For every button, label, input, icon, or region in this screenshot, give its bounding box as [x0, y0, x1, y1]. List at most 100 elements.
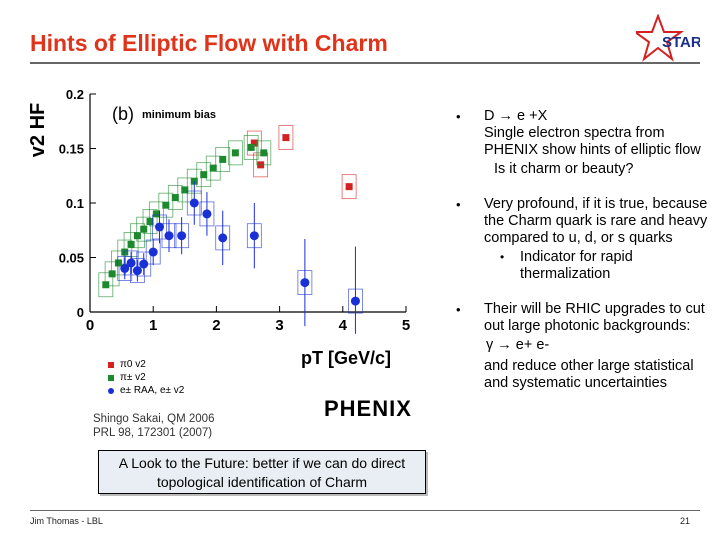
- page-number: 21: [680, 516, 691, 526]
- credit-line-2: PRL 98, 172301 (2007): [93, 427, 213, 439]
- panel-label: (b): [112, 104, 134, 124]
- data-point: [108, 270, 116, 278]
- data-point: [350, 296, 360, 306]
- phenix-logo-text: PHENIX: [324, 396, 412, 421]
- legend-item-electron: e± RAA, e± v2: [108, 384, 184, 397]
- data-point: [102, 281, 110, 289]
- data-point: [202, 209, 212, 219]
- systematic-box: [227, 140, 243, 166]
- systematic-box: [256, 140, 272, 166]
- x-tick-label: 2: [212, 317, 220, 334]
- data-point: [209, 164, 217, 172]
- bullet-1-sub: Is it charm or beauty?: [494, 161, 634, 177]
- chart-credit: Shingo Sakai, QM 2006 PRL 98, 172301 (20…: [93, 412, 214, 440]
- systematic-box: [158, 192, 174, 218]
- systematic-box: [142, 209, 158, 234]
- bullet-1-head: D → e +X: [484, 108, 548, 124]
- data-point: [164, 231, 174, 241]
- footer-rule: [30, 510, 700, 511]
- legend-marker-red-square: [108, 361, 114, 368]
- bullet-3-text: Their will be RHIC upgrades to cut out l…: [484, 301, 705, 334]
- legend-label: e± RAA, e± v2: [120, 385, 185, 396]
- x-tick-label: 1: [149, 317, 157, 334]
- data-point: [300, 278, 310, 288]
- data-point: [148, 247, 158, 257]
- systematic-box: [177, 177, 193, 203]
- data-point: [121, 248, 129, 256]
- bullet-list: • D → e +X Single electron spectra from …: [452, 108, 710, 392]
- data-point: [132, 266, 142, 276]
- data-point: [250, 139, 258, 147]
- y-tick-label: 0.1: [66, 196, 84, 211]
- systematic-box: [130, 258, 145, 283]
- systematic-box: [278, 125, 294, 150]
- y-tick-label: 0: [77, 305, 84, 320]
- legend-marker-green-square: [108, 374, 114, 381]
- data-point: [249, 231, 259, 241]
- data-point: [120, 263, 130, 273]
- star-logo: STAR: [636, 14, 700, 62]
- footer-text: Jim Thomas - LBL: [30, 516, 103, 526]
- data-point: [127, 240, 135, 248]
- x-tick-label: 3: [275, 317, 283, 334]
- data-point: [219, 155, 227, 163]
- y-tick-label: 0.15: [59, 142, 84, 157]
- data-point: [171, 194, 179, 202]
- x-axis-label: pT [GeV/c]: [301, 348, 391, 368]
- data-point: [200, 171, 208, 179]
- y-axis-label: v2 HF: [27, 103, 49, 157]
- bullet-2-text: Very profound, if it is true, because th…: [484, 196, 708, 246]
- bullet-1-text: Single electron spectra from PHENIX show…: [484, 125, 701, 158]
- panel-note: minimum bias: [142, 109, 216, 121]
- bullet-3-formula: γ → e+ e-: [486, 337, 550, 353]
- data-point: [140, 225, 148, 233]
- systematic-box: [215, 147, 231, 172]
- chart-legend: π0 v2 π± v2 e± RAA, e± v2: [108, 358, 184, 397]
- x-tick-label: 4: [339, 317, 348, 334]
- systematic-box: [341, 174, 357, 200]
- systematic-box: [123, 250, 139, 276]
- systematic-box: [98, 272, 114, 298]
- data-point: [181, 186, 189, 194]
- legend-label: π± v2: [120, 372, 146, 383]
- systematic-box: [196, 162, 212, 188]
- title-rule: [30, 62, 700, 64]
- legend-item-pi-charged: π± v2: [108, 371, 184, 384]
- star-icon: [636, 14, 685, 62]
- data-point: [231, 149, 239, 157]
- bullet-2-sub-text: Indicator for rapid thermalization: [520, 249, 633, 282]
- data-point: [126, 258, 136, 268]
- systematic-box: [136, 216, 152, 242]
- data-point: [247, 143, 255, 151]
- data-point: [146, 218, 154, 226]
- systematic-box: [111, 250, 126, 276]
- data-point: [133, 232, 141, 240]
- systematic-box: [117, 255, 133, 281]
- bullet-2: • Very profound, if it is true, because …: [452, 196, 710, 283]
- bullet-3: • Their will be RHIC upgrades to cut out…: [452, 301, 710, 392]
- callout-box: A Look to the Future: better if we can d…: [98, 450, 426, 494]
- systematic-box: [130, 223, 145, 249]
- x-tick-label: 5: [402, 317, 410, 334]
- legend-marker-blue-circle: [108, 387, 114, 394]
- phenix-logo: PHENIX: [324, 396, 412, 422]
- data-point: [345, 183, 353, 191]
- data-point: [189, 198, 199, 208]
- systematic-box: [167, 185, 183, 210]
- data-point: [177, 231, 187, 241]
- bullet-3-tail: and reduce other large statistical and s…: [484, 358, 694, 391]
- y-tick-label: 0.05: [59, 251, 84, 266]
- data-point: [218, 233, 228, 243]
- v2-chart: 0 0.05 0.1 0.15 0.2 0 1 2 3 4 5 (b) minimum bias v2 H…: [27, 87, 410, 368]
- sub-bullet-dot: •: [500, 250, 505, 264]
- x-tick-label: 0: [86, 317, 94, 334]
- bullet-2-sub: • Indicator for rapid thermalization: [484, 249, 710, 283]
- systematic-box: [243, 135, 259, 160]
- bullet-1: • D → e +X Single electron spectra from …: [452, 108, 710, 178]
- bullet-dot: •: [456, 302, 461, 317]
- systematic-box: [205, 155, 221, 181]
- systematic-box: [104, 261, 120, 287]
- star-logo-text: STAR: [662, 34, 700, 51]
- bullet-dot: •: [456, 197, 461, 212]
- legend-item-pi0: π0 v2: [108, 358, 184, 371]
